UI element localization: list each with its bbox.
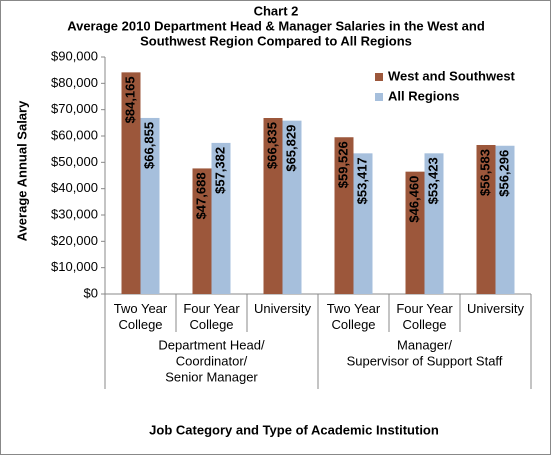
legend-swatch <box>375 73 383 81</box>
value-label: $59,526 <box>335 141 350 188</box>
x-tick-label: Two Year College <box>113 301 168 332</box>
y-tick-label: $60,000 <box>51 127 98 142</box>
x-tick-label: Four Year College <box>183 301 240 332</box>
bar <box>192 168 212 294</box>
y-tick-label: $50,000 <box>51 154 98 169</box>
x-tick-label: University <box>466 301 525 316</box>
bar <box>121 72 141 294</box>
legend-swatch <box>375 93 383 101</box>
bar <box>282 120 302 294</box>
y-tick-label: $30,000 <box>51 206 98 221</box>
x-tick-label: Two Year College <box>326 301 381 332</box>
value-label: $66,835 <box>264 122 279 169</box>
x-tick-label: Four Year College <box>396 301 453 332</box>
value-label: $56,583 <box>477 149 492 196</box>
bar <box>140 117 160 294</box>
value-label: $66,855 <box>141 122 156 169</box>
bar <box>476 144 496 294</box>
chart-title: Southwest Region Compared to All Regions <box>140 33 412 48</box>
bar <box>263 118 283 295</box>
chart-title: Chart 2 <box>254 3 299 18</box>
bar <box>405 171 425 294</box>
value-label: $46,460 <box>406 176 421 223</box>
group-label: Department Head/ <box>158 337 265 352</box>
group-label: Senior Manager <box>165 369 258 384</box>
bar <box>424 153 444 294</box>
y-tick-label: $40,000 <box>51 180 98 195</box>
value-label: $57,382 <box>212 147 227 194</box>
bar <box>334 137 354 294</box>
y-tick-label: $20,000 <box>51 233 98 248</box>
group-label: Supervisor of Support Staff <box>347 353 503 368</box>
value-label: $56,296 <box>496 150 511 197</box>
y-tick-label: $70,000 <box>51 101 98 116</box>
value-label: $53,423 <box>425 157 440 204</box>
value-label: $53,417 <box>354 157 369 204</box>
group-label: Coordinator/ <box>176 353 248 368</box>
x-tick-label: University <box>253 301 312 316</box>
chart-title: Average 2010 Department Head & Manager S… <box>67 18 485 33</box>
bar <box>353 153 373 294</box>
y-tick-label: $10,000 <box>51 259 98 274</box>
value-label: $84,165 <box>122 76 137 123</box>
value-label: $65,829 <box>283 125 298 172</box>
x-axis-title: Job Category and Type of Academic Instit… <box>149 422 439 437</box>
y-tick-label: $80,000 <box>51 75 98 90</box>
legend-label: All Regions <box>388 88 460 103</box>
bar <box>495 145 515 294</box>
y-axis-title: Average Annual Salary <box>14 100 29 241</box>
y-tick-label: $90,000 <box>51 48 98 63</box>
legend-label: West and Southwest <box>388 68 516 83</box>
value-label: $47,688 <box>193 172 208 219</box>
y-tick-label: $0 <box>84 285 98 300</box>
group-label: Manager/ <box>397 337 452 352</box>
bar <box>211 142 231 294</box>
